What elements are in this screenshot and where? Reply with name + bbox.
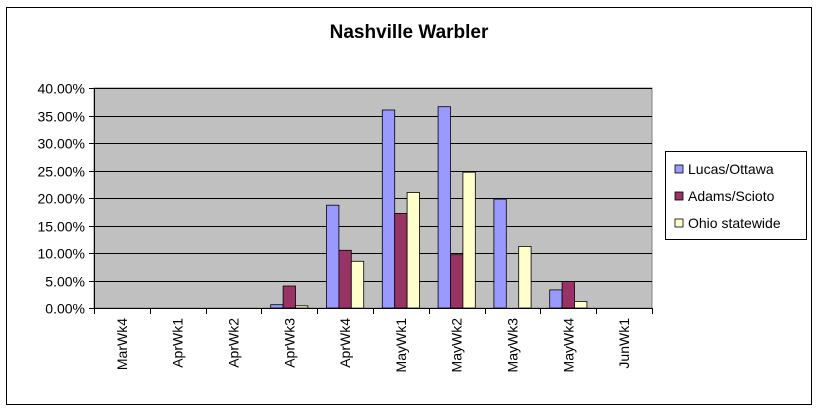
y-tick-label: 15.00% [38, 219, 85, 235]
x-tick-label: MayWk3 [505, 318, 521, 373]
legend-label: Adams/Scioto [688, 188, 775, 204]
y-tick-label: 20.00% [38, 191, 85, 207]
legend-box [665, 151, 807, 240]
bar [462, 171, 476, 309]
x-tick-label: MarWk4 [114, 318, 130, 370]
legend: Lucas/Ottawa Adams/Scioto Ohio statewide [665, 151, 807, 240]
bar [450, 254, 464, 309]
x-tick-label: MayWk2 [449, 318, 465, 373]
x-tick-label: AprWk4 [337, 318, 353, 368]
y-tick-label: 0.00% [45, 301, 85, 317]
legend-label: Lucas/Ottawa [688, 161, 774, 177]
x-tick-label: MayWk1 [393, 318, 409, 373]
bar [549, 289, 563, 309]
legend-label: Ohio statewide [688, 215, 781, 231]
legend-swatch [674, 191, 684, 201]
x-tick-label: JunWk1 [616, 318, 632, 369]
y-tick-label: 30.00% [38, 136, 85, 152]
x-tick-label: AprWk2 [226, 318, 242, 368]
bar [437, 106, 451, 309]
bar [326, 204, 340, 309]
bar [381, 109, 396, 309]
plot-area-group: 0.00% 5.00% 10.00% 15.00% 20.00% 25.00% 30.00%… [38, 81, 653, 373]
bar [295, 305, 309, 309]
x-tick-label: AprWk3 [281, 318, 297, 368]
y-tick-label: 25.00% [38, 164, 85, 180]
y-tick-label: 5.00% [45, 274, 85, 290]
legend-swatch [674, 218, 684, 228]
bar [518, 245, 532, 309]
bar [270, 304, 284, 309]
bar [350, 260, 365, 309]
legend-swatch [674, 164, 684, 174]
bar [561, 281, 575, 309]
y-tick-label: 40.00% [38, 81, 85, 97]
y-tick-label: 10.00% [38, 246, 85, 262]
bar [394, 212, 408, 309]
bar [338, 249, 352, 309]
bar [493, 198, 507, 309]
bar [282, 285, 296, 309]
bar [574, 300, 588, 309]
x-tick-label: MayWk4 [560, 318, 576, 373]
y-tick-label: 35.00% [38, 109, 85, 125]
chart-title: Nashville Warbler [330, 22, 489, 43]
x-tick-label: AprWk1 [170, 318, 186, 368]
bar [406, 192, 420, 309]
